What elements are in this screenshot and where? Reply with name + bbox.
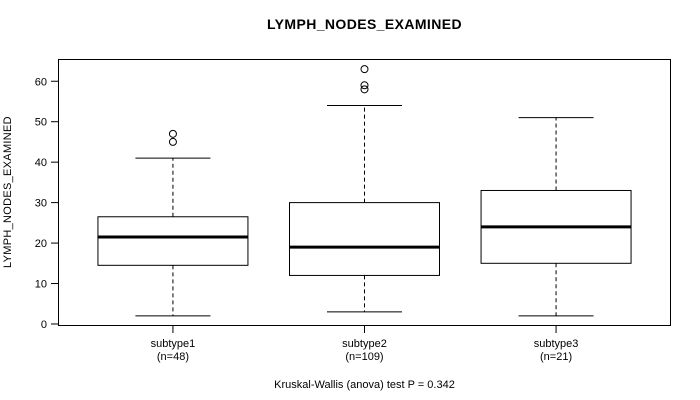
y-tick-label: 20 xyxy=(35,238,47,250)
plot-frame xyxy=(58,59,671,326)
stat-test-caption: Kruskal-Wallis (anova) test P = 0.342 xyxy=(274,379,455,391)
y-tick-label: 30 xyxy=(35,198,47,210)
x-category-label-subtype2: subtype2 (n=109) xyxy=(285,338,445,364)
y-tick-label: 0 xyxy=(41,319,47,331)
outlier-point-subtype1 xyxy=(168,137,177,146)
outlier-point-subtype1 xyxy=(168,129,177,138)
x-category-label-subtype1: subtype1 (n=48) xyxy=(93,338,253,364)
x-category-label-subtype3: subtype3 (n=21) xyxy=(476,338,636,364)
category-name: subtype2 xyxy=(342,338,387,350)
category-count: (n=21) xyxy=(540,351,573,363)
category-name: subtype3 xyxy=(533,338,579,350)
plot-area: 0 10 20 30 40 50 60 xyxy=(35,59,671,333)
y-tick-label: 60 xyxy=(35,76,47,88)
outlier-point-subtype2 xyxy=(360,81,369,90)
category-count: (n=109) xyxy=(345,351,384,363)
outlier-point-subtype2 xyxy=(360,85,369,94)
outlier-point-subtype2 xyxy=(360,65,369,74)
y-tick-label: 10 xyxy=(35,279,47,291)
iqr-box-subtype1 xyxy=(97,216,249,266)
y-tick-label: 40 xyxy=(35,157,47,169)
category-name: subtype1 xyxy=(150,338,196,350)
y-tick-label: 50 xyxy=(35,117,47,129)
iqr-box-subtype2 xyxy=(289,202,440,276)
chart-title: LYMPH_NODES_EXAMINED xyxy=(267,16,462,32)
plot-svg: 0 10 20 30 40 50 60 xyxy=(35,59,671,333)
category-count: (n=48) xyxy=(156,351,189,363)
y-axis-label: LYMPH_NODES_EXAMINED xyxy=(2,116,14,269)
